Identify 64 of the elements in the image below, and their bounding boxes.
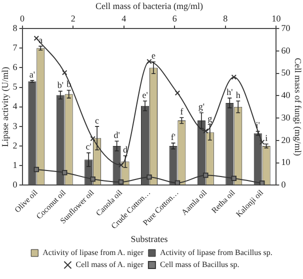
- point: [174, 180, 180, 186]
- annotation: i': [256, 120, 260, 130]
- point: [174, 90, 180, 96]
- x2-tick-label: 2: [70, 14, 76, 24]
- point: [146, 58, 152, 64]
- point: [118, 162, 124, 168]
- x2-tick-label: 4: [122, 14, 127, 24]
- point: [203, 128, 208, 134]
- point: [231, 176, 237, 182]
- y-tick-label: 3: [12, 120, 18, 131]
- x2-axis-title: Cell mass of bacteria (mg/ml): [96, 0, 203, 11]
- point: [259, 180, 265, 186]
- annotation: f: [180, 106, 184, 116]
- point: [118, 179, 124, 185]
- x2-tick-label: 8: [223, 14, 228, 24]
- x2-tick-label: 0: [20, 14, 26, 24]
- y-axis-title: Lipase activity (U/ml): [0, 66, 10, 147]
- y-tick-label: 1: [12, 160, 18, 170]
- annotation: b': [57, 80, 64, 90]
- annotation: g: [208, 113, 213, 124]
- point: [231, 74, 237, 80]
- y-tick-label: 6: [12, 62, 18, 72]
- annotation: g': [198, 102, 205, 112]
- point: [203, 172, 208, 178]
- y2-tick-label: 20: [281, 134, 291, 145]
- legend-label: Activity of lipase from Bacillus sp.: [160, 248, 272, 258]
- y-tick-label: 4: [12, 101, 18, 112]
- y2-axis-title: Cell mass of fungi (mg/ml): [293, 58, 303, 156]
- annotation: c: [95, 115, 100, 126]
- annotation: f': [170, 132, 176, 142]
- point: [62, 70, 68, 76]
- y2-tick-label: 60: [281, 45, 291, 56]
- annotation: h': [226, 86, 234, 97]
- y-tick-label: 7: [12, 42, 18, 53]
- annotation: c': [86, 142, 92, 152]
- legend-label: Cell mass of A. niger: [76, 260, 144, 270]
- y-tick-label: 2: [12, 140, 18, 150]
- y-tick-label: 0: [12, 179, 18, 190]
- y2-tick-label: 30: [281, 112, 291, 122]
- annotation: e: [151, 50, 156, 61]
- legend-label: Activity of lipase from A. niger: [42, 248, 144, 258]
- annotation: h: [236, 90, 241, 100]
- y2-tick-label: 70: [281, 22, 291, 33]
- y2-tick-label: 0: [281, 179, 286, 190]
- x2-tick-label: 10: [272, 14, 282, 24]
- annotation: e': [142, 90, 148, 100]
- annotation: d': [114, 130, 120, 140]
- annotation: d: [123, 144, 128, 155]
- y2-tick-label: 50: [281, 68, 291, 78]
- annotation: a': [29, 69, 36, 80]
- y2-tick-label: 40: [281, 90, 291, 100]
- legend-label: Cell mass of Bacillus sp.: [160, 260, 240, 270]
- y-tick-label: 8: [12, 22, 18, 33]
- annotation: a: [38, 35, 43, 46]
- point: [90, 136, 96, 142]
- y2-tick-label: 10: [281, 157, 291, 168]
- y-tick-label: 5: [12, 82, 18, 92]
- x-axis-title: Substrates: [130, 234, 168, 244]
- point: [90, 176, 96, 182]
- x2-tick-label: 6: [172, 14, 178, 24]
- point: [62, 170, 68, 176]
- annotation: i: [265, 132, 268, 143]
- point: [34, 166, 40, 172]
- point: [146, 174, 152, 180]
